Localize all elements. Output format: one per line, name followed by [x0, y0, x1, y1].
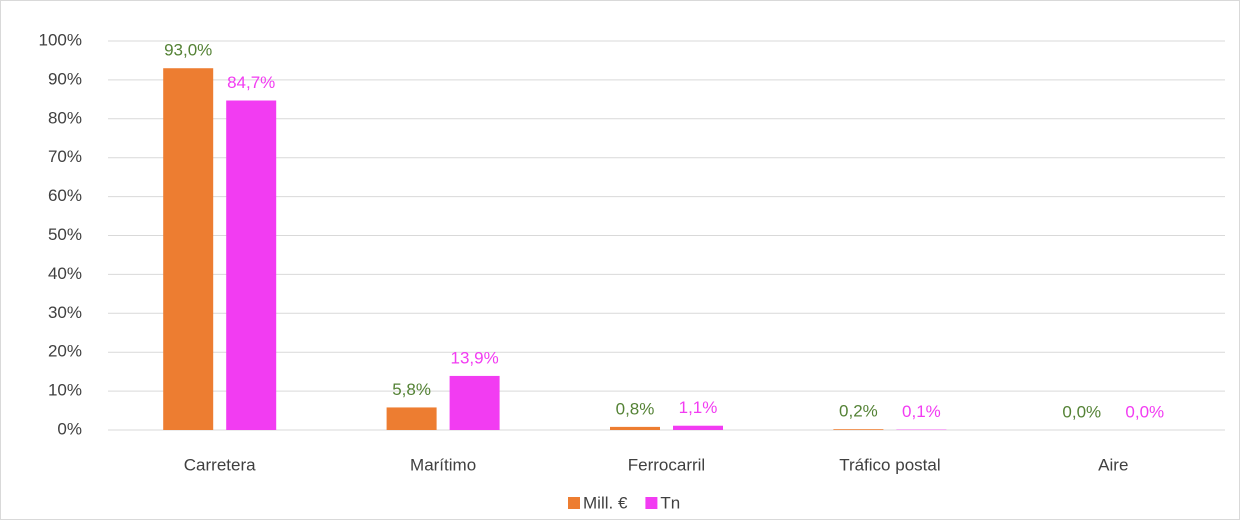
x-tick-label: Marítimo — [410, 455, 476, 474]
bar — [833, 429, 884, 430]
legend-label: Mill. € — [583, 493, 628, 512]
bar — [386, 407, 437, 430]
y-tick-label: 20% — [48, 342, 82, 361]
bar — [610, 426, 660, 430]
y-tick-label: 40% — [48, 264, 82, 283]
y-tick-label: 80% — [48, 108, 82, 127]
x-tick-label: Aire — [1098, 455, 1128, 474]
legend-swatch — [568, 497, 580, 509]
y-tick-label: 60% — [48, 186, 82, 205]
value-label: 93,0% — [164, 41, 212, 60]
bar — [449, 375, 500, 430]
y-tick-label: 30% — [48, 303, 82, 322]
bar — [673, 425, 723, 430]
value-label: 0,2% — [839, 402, 878, 421]
y-tick-label: 0% — [57, 419, 82, 438]
y-tick-label: 90% — [48, 69, 82, 88]
value-label: 84,7% — [227, 73, 275, 92]
x-tick-label: Tráfico postal — [839, 455, 940, 474]
y-tick-label: 10% — [48, 381, 82, 400]
value-label: 0,0% — [1062, 402, 1101, 421]
value-label: 1,1% — [679, 398, 718, 417]
x-tick-label: Ferrocarril — [628, 455, 705, 474]
bar — [163, 68, 214, 430]
bar — [226, 100, 277, 430]
value-label: 5,8% — [392, 380, 431, 399]
value-label: 0,8% — [616, 399, 655, 418]
y-tick-label: 50% — [48, 225, 82, 244]
value-label: 0,1% — [902, 402, 941, 421]
legend-label: Tn — [660, 493, 680, 512]
value-label: 13,9% — [450, 348, 498, 367]
legend-swatch — [645, 497, 658, 509]
value-label: 0,0% — [1125, 402, 1164, 421]
y-tick-label: 70% — [48, 147, 82, 166]
x-tick-label: Carretera — [184, 455, 256, 474]
y-tick-label: 100% — [39, 30, 82, 49]
